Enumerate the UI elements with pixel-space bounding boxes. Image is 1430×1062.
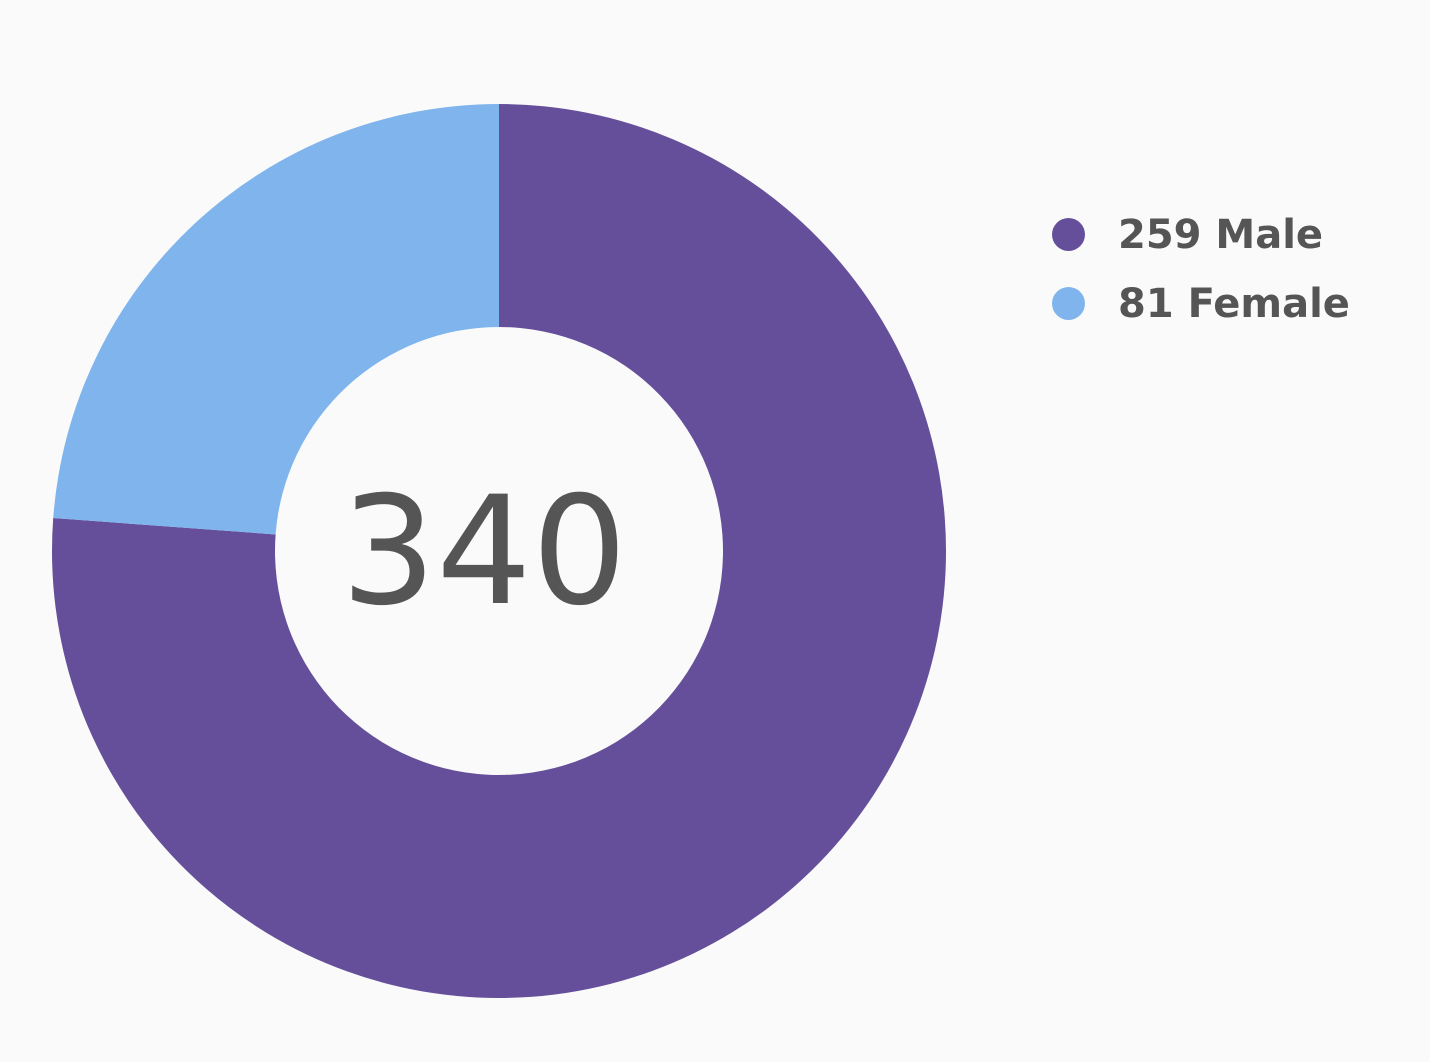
center-total-label: 340 (341, 465, 627, 639)
legend: 259 Male 81 Female (1052, 200, 1350, 338)
legend-label-male: 259 Male (1118, 211, 1324, 258)
legend-swatch-male (1052, 218, 1085, 251)
slice-male (52, 104, 947, 998)
legend-item-male: 259 Male (1052, 200, 1350, 269)
legend-label-female: 81 Female (1118, 280, 1350, 327)
donut-chart-plot: 340 (52, 104, 947, 998)
donut-slices (52, 104, 947, 998)
slice-female (53, 104, 500, 535)
legend-item-female: 81 Female (1052, 269, 1350, 338)
legend-swatch-female (1052, 287, 1085, 320)
